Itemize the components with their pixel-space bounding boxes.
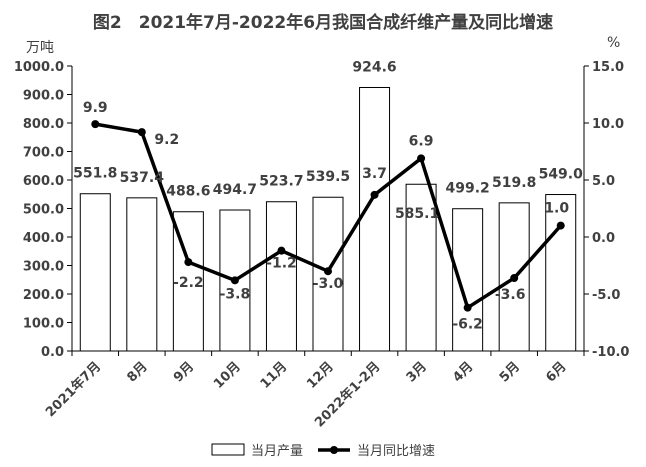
line-data-label: 6.9	[409, 133, 434, 149]
x-tick-label: 5月	[497, 359, 523, 385]
legend-label-growth: 当月同比增速	[357, 444, 435, 459]
x-tick-label: 10月	[211, 359, 244, 392]
growth-marker	[370, 190, 379, 199]
bar-data-label: 523.7	[259, 174, 303, 190]
y-right-tick-label: 0.0	[592, 231, 615, 246]
y-right-tick-label: 5.0	[592, 174, 615, 189]
y-right-tick-label: 15.0	[592, 60, 624, 75]
bar-data-label: 537.4	[120, 170, 165, 186]
y-left-tick-label: 0.0	[41, 345, 64, 360]
bar	[265, 201, 297, 352]
bar-data-label: 488.6	[166, 184, 210, 200]
y-right-tick-label: -5.0	[592, 288, 620, 303]
line-data-label: 1.0	[544, 201, 569, 217]
growth-marker	[463, 303, 472, 312]
y-right-tick-label: 10.0	[592, 117, 624, 132]
y-left-tick-label: 300.0	[23, 260, 64, 275]
bar	[545, 194, 577, 352]
y-left-tick-label: 200.0	[23, 288, 64, 303]
bar	[79, 193, 111, 352]
bar-data-label: 494.7	[213, 182, 257, 198]
x-tick-label: 9月	[171, 359, 197, 385]
growth-marker	[510, 274, 519, 283]
line-data-label: -3.0	[313, 276, 344, 292]
growth-marker	[277, 246, 286, 255]
growth-marker	[91, 120, 100, 129]
x-tick-label: 12月	[304, 359, 337, 392]
line-data-label: -1.2	[266, 256, 297, 272]
line-data-label: -6.2	[452, 317, 483, 333]
line-data-label: -2.2	[173, 275, 204, 291]
y-left-tick-label: 500.0	[23, 203, 64, 218]
bar	[405, 183, 437, 352]
chart-title: 图2 2021年7月-2022年6月我国合成纤维产量及同比增速	[92, 13, 554, 33]
x-tick-label: 6月	[543, 359, 569, 385]
legend-bar-swatch	[211, 443, 245, 456]
y-left-tick-label: 1000.0	[14, 60, 64, 75]
legend-label-production: 当月产量	[251, 444, 303, 459]
y-left-unit: 万吨	[26, 40, 54, 56]
y-left-tick-label: 600.0	[23, 174, 64, 189]
bar-data-label: 551.8	[73, 166, 117, 182]
y-left-tick-label: 700.0	[23, 146, 64, 161]
bar-data-label: 585.1	[395, 206, 439, 222]
legend-line-marker	[330, 446, 338, 454]
growth-marker	[184, 258, 193, 267]
y-left-tick-label: 800.0	[23, 117, 64, 132]
y-right-tick-label: -10.0	[592, 345, 629, 360]
x-tick-label: 11月	[258, 359, 291, 392]
x-tick-label: 3月	[404, 359, 430, 385]
growth-marker	[137, 128, 146, 137]
y-left-tick-label: 100.0	[23, 317, 64, 332]
x-tick-label: 4月	[450, 359, 476, 385]
growth-marker	[324, 267, 332, 276]
growth-marker	[230, 276, 239, 285]
x-tick-label: 8月	[124, 359, 150, 385]
y-left-tick-label: 400.0	[23, 231, 64, 246]
growth-marker	[417, 154, 426, 163]
line-data-label: 9.2	[154, 132, 179, 148]
bar-data-label: 519.8	[492, 175, 536, 191]
bar-data-label: 499.2	[445, 181, 489, 197]
bar-data-label: 549.0	[539, 167, 584, 183]
line-data-label: -3.8	[220, 286, 251, 302]
growth-marker	[556, 221, 565, 230]
y-left-tick-label: 900.0	[23, 89, 64, 104]
x-tick-label: 2021年7月	[42, 359, 104, 421]
line-data-label: 9.9	[83, 100, 108, 116]
bar-data-label: 924.6	[352, 59, 396, 75]
line-data-label: -3.6	[495, 287, 526, 303]
bar	[219, 209, 251, 352]
y-right-unit: %	[607, 35, 620, 51]
bar	[126, 197, 158, 352]
bar	[359, 86, 391, 352]
line-data-label: 3.7	[362, 166, 387, 182]
bar-data-label: 539.5	[306, 169, 350, 185]
